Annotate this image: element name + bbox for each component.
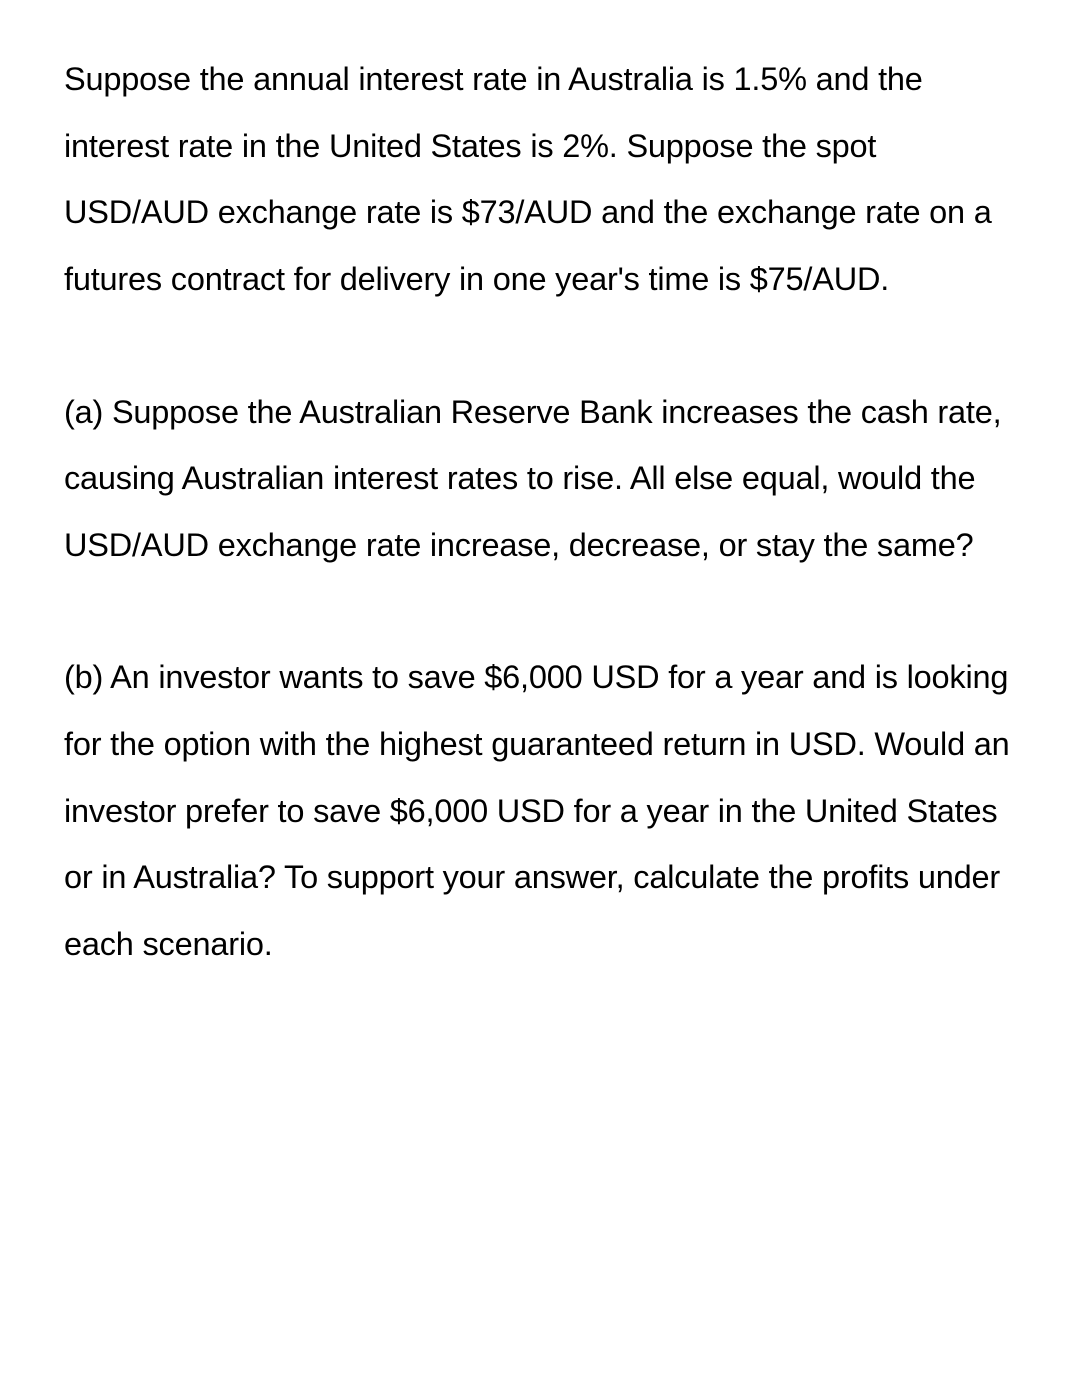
intro-paragraph: Suppose the annual interest rate in Aust… [64,46,1018,313]
part-b-paragraph: (b) An investor wants to save $6,000 USD… [64,644,1018,977]
document-container: Suppose the annual interest rate in Aust… [0,0,1080,1400]
part-a-paragraph: (a) Suppose the Australian Reserve Bank … [64,379,1018,579]
